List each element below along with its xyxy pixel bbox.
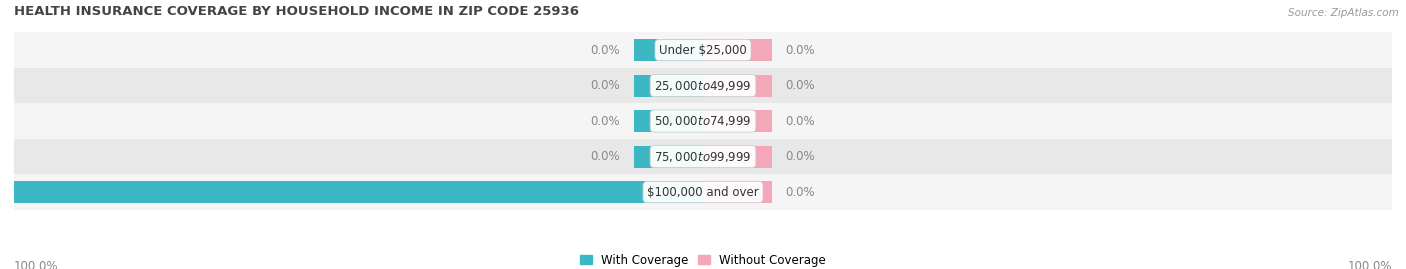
Bar [703, 146, 772, 168]
Bar [14, 68, 1392, 103]
Text: 0.0%: 0.0% [591, 79, 620, 92]
Text: $50,000 to $74,999: $50,000 to $74,999 [654, 114, 752, 128]
Bar [14, 174, 1392, 210]
Text: 100.0%: 100.0% [14, 260, 59, 269]
Bar [634, 146, 703, 168]
Text: $75,000 to $99,999: $75,000 to $99,999 [654, 150, 752, 164]
Bar [634, 75, 703, 97]
Bar [14, 139, 1392, 174]
Text: 0.0%: 0.0% [786, 115, 815, 128]
Bar [14, 103, 1392, 139]
Bar [703, 181, 772, 203]
Bar [634, 110, 703, 132]
Text: 0.0%: 0.0% [591, 150, 620, 163]
Text: 0.0%: 0.0% [591, 115, 620, 128]
Bar [703, 75, 772, 97]
Text: 0.0%: 0.0% [786, 150, 815, 163]
Text: $100,000 and over: $100,000 and over [647, 186, 759, 199]
Text: Source: ZipAtlas.com: Source: ZipAtlas.com [1288, 8, 1399, 18]
Bar [703, 110, 772, 132]
Bar [0, 181, 703, 203]
Text: 0.0%: 0.0% [786, 79, 815, 92]
Text: 0.0%: 0.0% [591, 44, 620, 56]
Text: Under $25,000: Under $25,000 [659, 44, 747, 56]
Bar [14, 32, 1392, 68]
Text: $25,000 to $49,999: $25,000 to $49,999 [654, 79, 752, 93]
Text: 0.0%: 0.0% [786, 44, 815, 56]
Text: HEALTH INSURANCE COVERAGE BY HOUSEHOLD INCOME IN ZIP CODE 25936: HEALTH INSURANCE COVERAGE BY HOUSEHOLD I… [14, 5, 579, 18]
Legend: With Coverage, Without Coverage: With Coverage, Without Coverage [575, 249, 831, 269]
Text: 100.0%: 100.0% [1347, 260, 1392, 269]
Bar [703, 39, 772, 61]
Bar [634, 39, 703, 61]
Text: 0.0%: 0.0% [786, 186, 815, 199]
